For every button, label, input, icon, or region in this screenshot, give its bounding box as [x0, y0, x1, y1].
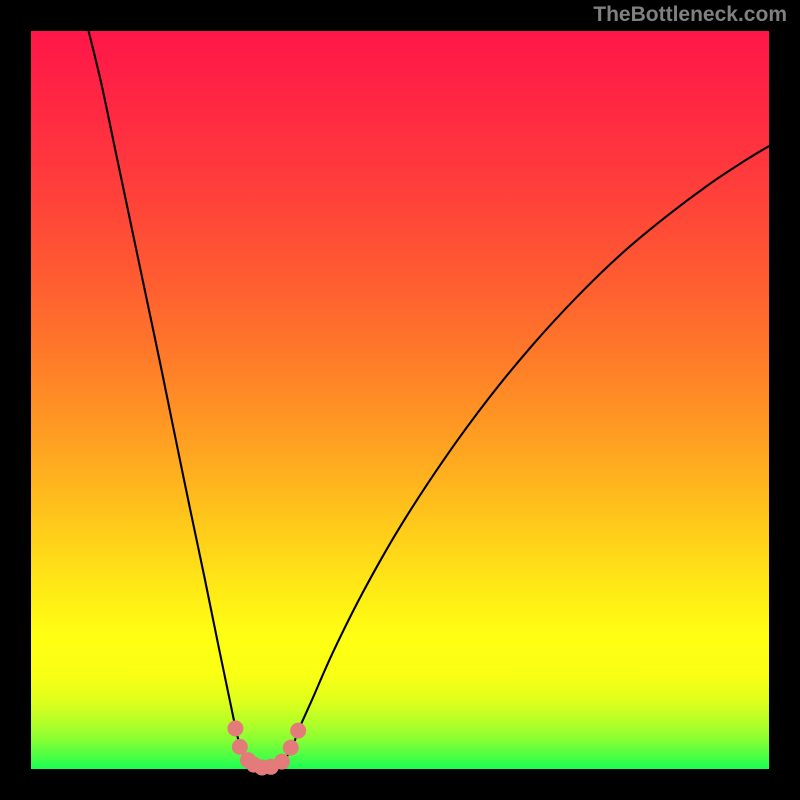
chart-container: TheBottleneck.com: [0, 0, 800, 800]
valley-marker: [228, 721, 243, 736]
bottleneck-chart: [0, 0, 800, 800]
valley-marker: [283, 740, 298, 755]
valley-marker: [232, 739, 247, 754]
gradient-background: [31, 31, 769, 769]
valley-marker: [274, 754, 289, 769]
valley-marker: [291, 723, 306, 738]
